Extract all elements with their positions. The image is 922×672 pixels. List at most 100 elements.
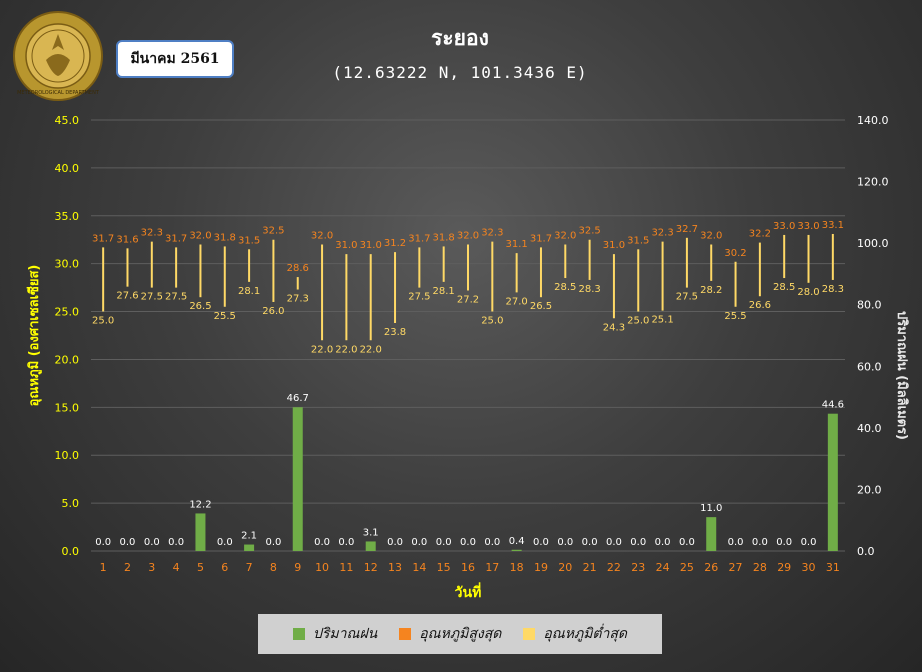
min-temp-data-label: 27.5 <box>141 292 163 303</box>
legend-label-min-temp: อุณหภูมิต่ำสุด <box>543 626 628 642</box>
x-tick-label: 24 <box>656 561 670 574</box>
y-left-tick-label: 10.0 <box>55 449 80 462</box>
x-tick-label: 15 <box>437 561 451 574</box>
legend-item-min-temp: อุณหภูมิต่ำสุด <box>523 623 627 645</box>
rain-data-label: 11.0 <box>700 503 722 514</box>
x-tick-label: 17 <box>485 561 499 574</box>
min-temp-data-label: 25.5 <box>724 311 746 322</box>
month-label: มีนาคม 2561 <box>116 40 234 78</box>
rain-data-label: 0.0 <box>411 537 427 548</box>
x-tick-label: 16 <box>461 561 475 574</box>
y-left-tick-label: 5.0 <box>62 497 80 510</box>
min-temp-data-label: 24.3 <box>603 322 625 333</box>
max-temp-data-label: 32.5 <box>262 226 284 237</box>
rain-bar <box>292 407 303 551</box>
x-tick-label: 30 <box>802 561 816 574</box>
min-temp-data-label: 28.1 <box>238 286 260 297</box>
min-temp-data-label: 26.5 <box>530 301 552 312</box>
rain-data-label: 0.0 <box>95 537 111 548</box>
min-temp-data-label: 26.0 <box>262 306 284 317</box>
x-tick-label: 20 <box>558 561 572 574</box>
rain-data-label: 0.0 <box>265 537 281 548</box>
rain-data-label: 0.0 <box>606 537 622 548</box>
rain-data-label: 3.1 <box>363 527 379 538</box>
min-temp-data-label: 28.2 <box>700 285 722 296</box>
y-right-tick-label: 20.0 <box>857 483 882 496</box>
min-temp-data-label: 28.5 <box>773 282 795 293</box>
max-temp-data-label: 31.7 <box>408 233 430 244</box>
max-temp-data-label: 31.7 <box>530 233 552 244</box>
x-tick-label: 8 <box>270 561 277 574</box>
max-temp-data-label: 32.0 <box>700 231 722 242</box>
max-temp-data-label: 32.5 <box>578 226 600 237</box>
rain-data-label: 0.0 <box>679 537 695 548</box>
chart-subtitle: (12.63222 N, 101.3436 E) <box>332 63 588 82</box>
min-temp-data-label: 27.5 <box>165 292 187 303</box>
rain-data-label: 0.0 <box>533 537 549 548</box>
min-temp-data-label: 22.0 <box>311 344 333 355</box>
x-tick-label: 26 <box>704 561 718 574</box>
max-temp-data-label: 28.6 <box>287 263 309 274</box>
max-temp-data-label: 32.7 <box>676 224 698 235</box>
y-right-tick-label: 140.0 <box>857 114 889 127</box>
max-temp-data-label: 32.3 <box>481 228 503 239</box>
rain-data-label: 0.0 <box>314 537 330 548</box>
max-temp-data-label: 32.2 <box>749 229 771 240</box>
rain-bar <box>365 541 376 551</box>
legend-swatch-rain <box>292 628 305 640</box>
max-temp-data-label: 31.7 <box>92 233 114 244</box>
max-temp-data-label: 33.1 <box>822 220 844 231</box>
x-tick-label: 21 <box>583 561 597 574</box>
x-tick-label: 11 <box>339 561 353 574</box>
min-temp-data-label: 28.0 <box>797 287 819 298</box>
max-temp-data-label: 32.3 <box>651 228 673 239</box>
rain-data-label: 0.0 <box>217 537 233 548</box>
x-tick-label: 29 <box>777 561 791 574</box>
y-right-tick-label: 40.0 <box>857 422 882 435</box>
rain-bar <box>195 513 206 551</box>
rain-data-label: 0.0 <box>484 537 500 548</box>
x-tick-label: 4 <box>173 561 180 574</box>
x-tick-label: 18 <box>510 561 524 574</box>
x-tick-label: 10 <box>315 561 329 574</box>
rain-bar <box>511 549 522 551</box>
min-temp-data-label: 26.5 <box>189 301 211 312</box>
x-tick-label: 9 <box>294 561 301 574</box>
max-temp-data-label: 31.0 <box>335 240 357 251</box>
min-temp-data-label: 26.6 <box>749 300 771 311</box>
rain-data-label: 0.0 <box>144 537 160 548</box>
x-tick-label: 31 <box>826 561 840 574</box>
legend-label-rain: ปริมาณฝน <box>312 626 378 642</box>
legend-swatch-max-temp <box>399 628 412 640</box>
y-left-tick-label: 40.0 <box>55 162 80 175</box>
min-temp-data-label: 25.5 <box>214 311 236 322</box>
min-temp-data-label: 25.0 <box>481 316 503 327</box>
x-tick-label: 28 <box>753 561 767 574</box>
max-temp-data-label: 31.6 <box>116 234 138 245</box>
min-temp-data-label: 28.5 <box>554 282 576 293</box>
max-temp-data-label: 31.8 <box>433 232 455 243</box>
rain-data-label: 12.2 <box>189 499 211 510</box>
x-tick-label: 1 <box>100 561 107 574</box>
min-temp-data-label: 28.1 <box>433 286 455 297</box>
x-tick-label: 7 <box>246 561 253 574</box>
max-temp-data-label: 31.7 <box>165 233 187 244</box>
x-tick-label: 6 <box>221 561 228 574</box>
y-right-tick-label: 100.0 <box>857 237 889 250</box>
min-temp-data-label: 22.0 <box>360 344 382 355</box>
rain-data-label: 0.0 <box>801 537 817 548</box>
rain-data-label: 0.0 <box>120 537 136 548</box>
rain-data-label: 2.1 <box>241 531 257 542</box>
min-temp-data-label: 27.5 <box>408 292 430 303</box>
min-temp-data-label: 27.6 <box>116 291 138 302</box>
y-right-tick-label: 0.0 <box>857 545 875 558</box>
x-axis-title: วันที่ <box>455 582 482 601</box>
legend: ปริมาณฝน อุณหภูมิสูงสุด อุณหภูมิต่ำสุด <box>258 614 662 654</box>
max-temp-data-label: 31.5 <box>238 235 260 246</box>
max-temp-data-label: 31.0 <box>360 240 382 251</box>
max-temp-data-label: 32.0 <box>457 231 479 242</box>
max-temp-data-label: 33.0 <box>773 221 795 232</box>
x-tick-label: 3 <box>148 561 155 574</box>
